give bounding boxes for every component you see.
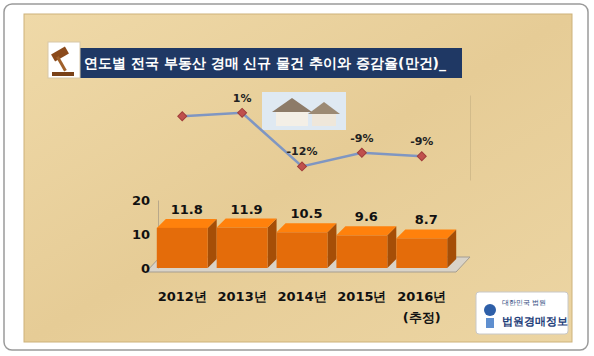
data-label: 9.6	[355, 209, 378, 224]
y-axis: 0 10 20	[132, 193, 159, 276]
bar	[217, 228, 268, 268]
gavel-icon	[48, 42, 80, 78]
marker	[417, 152, 426, 161]
x-tick: 2015년	[337, 282, 386, 304]
marker	[178, 112, 187, 121]
y-tick-label: 0	[141, 261, 150, 276]
y2-axis-line	[470, 96, 471, 181]
logo-emblem	[484, 304, 496, 316]
source-org: 대한민국 법원	[502, 299, 546, 307]
data-label: -9%	[410, 135, 433, 148]
outer-frame	[4, 4, 588, 350]
house-picture	[262, 92, 346, 130]
x-tick: 2014년	[277, 282, 326, 304]
data-label: 11.8	[171, 202, 203, 217]
x-tick-label: 2015년	[337, 289, 386, 304]
data-label: 1%	[233, 92, 252, 105]
x-tick-label: 2016년(추정)	[397, 289, 446, 325]
marker	[357, 148, 366, 157]
line	[182, 113, 422, 167]
x-tick: 2012년	[158, 282, 207, 304]
bar-3d	[217, 219, 277, 268]
bar	[277, 232, 328, 268]
bars	[157, 219, 456, 268]
x-tick-label: 2012년	[158, 289, 207, 304]
x-tick-label: 2014년	[277, 289, 326, 304]
x-tick: 2016년(추정)	[397, 282, 446, 325]
y-tick: 0	[141, 261, 158, 276]
x-axis-line	[153, 282, 453, 283]
bar-top	[157, 219, 217, 228]
y-tick-label: 10	[132, 227, 150, 242]
marker	[238, 108, 247, 117]
bar-3d	[157, 219, 217, 268]
data-label: -9%	[350, 132, 373, 145]
logo-box	[476, 292, 568, 334]
x-tick: 2013년	[218, 282, 267, 304]
data-labels: 11.8 11.9 10.5 9.6 8.7 1% -12% -9% -9%	[171, 92, 438, 228]
lines	[178, 108, 426, 170]
data-label: -12%	[287, 145, 318, 158]
logo-emblem	[486, 318, 494, 328]
bar-top	[217, 219, 277, 228]
bar	[396, 238, 447, 268]
y-tick: 10	[132, 227, 158, 242]
bar	[336, 235, 387, 268]
data-label: 11.9	[231, 202, 263, 217]
source-logo: 대한민국 법원법원경매정보	[476, 292, 568, 334]
title-bar	[78, 48, 462, 78]
background	[24, 14, 572, 342]
x-tick-label: 2013년	[218, 289, 267, 304]
bar	[157, 228, 208, 268]
bar-3d	[336, 226, 396, 268]
y-tick-label: 20	[132, 193, 150, 208]
title: 연도별 전국 부동산 경매 신규 물건 추이와 증감율(만건)_	[84, 55, 446, 72]
data-label: 10.5	[290, 206, 322, 221]
bar-3d	[277, 223, 337, 268]
y-tick: 20	[132, 193, 158, 208]
data-label: 8.7	[415, 212, 438, 227]
y2-axis	[470, 96, 471, 181]
x-axis: 2012년 2013년 2014년 2015년 2016년(추정)	[153, 282, 453, 325]
chart: 연도별 전국 부동산 경매 신규 물건 추이와 증감율(만건)_ 0 10 20 201…	[0, 0, 594, 356]
bar-3d	[396, 229, 456, 268]
bar-top	[277, 223, 337, 232]
bar-top	[396, 229, 456, 238]
source-name: 법원경매정보	[502, 315, 568, 328]
bar-top	[336, 226, 396, 235]
marker	[298, 162, 307, 171]
